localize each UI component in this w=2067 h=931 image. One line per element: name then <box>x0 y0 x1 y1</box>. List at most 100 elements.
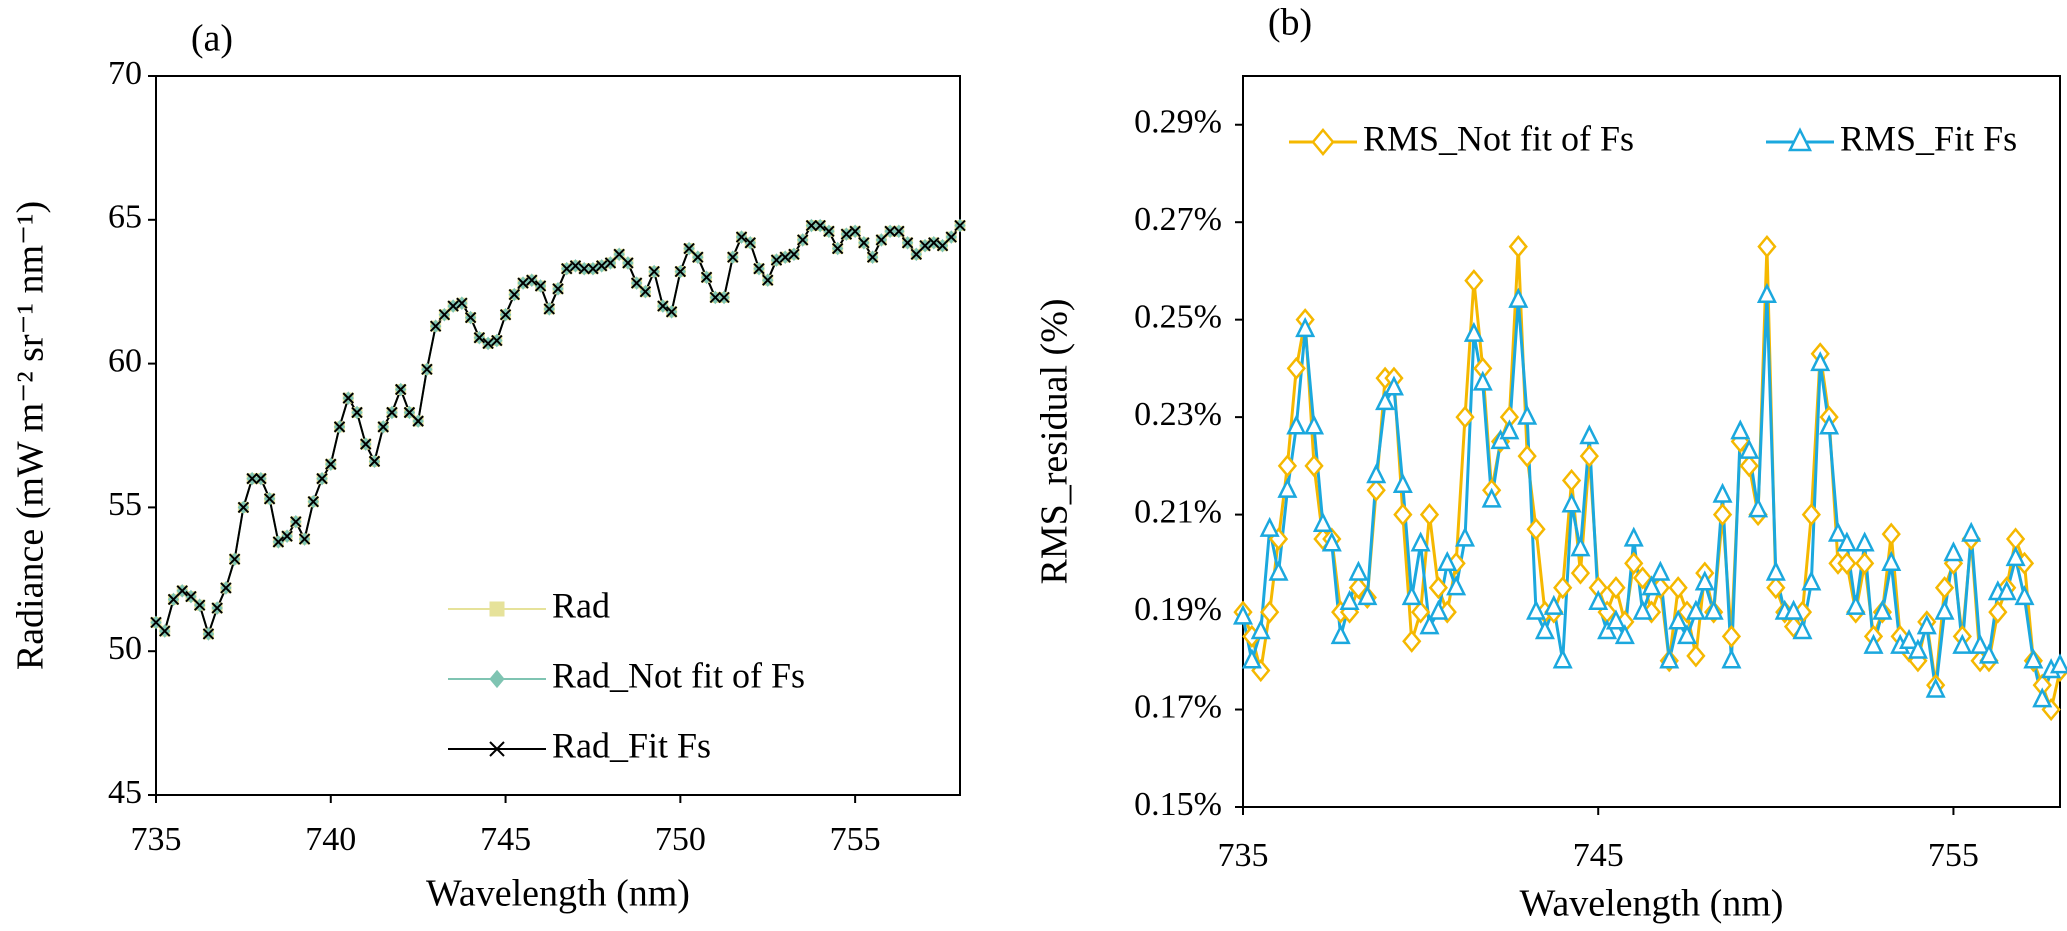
marker <box>1721 624 1742 648</box>
marker <box>482 337 494 350</box>
y-tick-label: 0.25% <box>1134 298 1222 335</box>
marker <box>255 472 267 485</box>
marker <box>298 533 311 545</box>
marker <box>1375 390 1396 411</box>
marker <box>2032 687 2053 708</box>
marker <box>1801 503 1821 527</box>
x-tick-label: 745 <box>1573 837 1624 874</box>
marker <box>1606 576 1626 600</box>
x-axis-label: Wavelength (nm) <box>426 873 690 915</box>
marker <box>1463 321 1484 342</box>
marker <box>683 242 695 255</box>
marker <box>945 231 957 243</box>
marker <box>1819 414 1840 435</box>
marker <box>919 239 931 252</box>
marker <box>1259 516 1280 537</box>
marker <box>718 291 730 304</box>
marker <box>1855 551 1875 575</box>
marker <box>1787 127 1813 152</box>
marker <box>1712 482 1733 503</box>
marker <box>1446 575 1467 596</box>
marker <box>1348 560 1369 581</box>
marker <box>1996 580 2017 601</box>
marker <box>429 320 442 332</box>
marker <box>150 616 162 629</box>
marker <box>1508 235 1528 259</box>
y-tick-label: 45 <box>108 774 142 811</box>
marker <box>272 536 285 548</box>
y-tick-label: 0.17% <box>1134 688 1222 725</box>
marker <box>1570 561 1591 585</box>
marker <box>866 251 879 263</box>
marker <box>1739 438 1760 459</box>
marker <box>622 257 634 269</box>
marker <box>1659 648 1680 669</box>
marker <box>1543 594 1564 615</box>
marker <box>1632 599 1653 620</box>
chart-title: (b) <box>1268 2 1312 44</box>
marker <box>1597 619 1618 640</box>
marker <box>613 248 625 261</box>
marker <box>1286 414 1307 435</box>
x-tick-label: 755 <box>1928 837 1979 874</box>
marker <box>1428 599 1449 620</box>
series-line <box>1241 295 2061 706</box>
marker <box>1632 566 1653 590</box>
marker <box>1579 424 1600 445</box>
plot-frame <box>1242 75 2061 808</box>
marker <box>508 288 521 301</box>
marker <box>1339 589 1360 610</box>
marker <box>1428 576 1448 600</box>
marker <box>1836 531 1857 552</box>
marker <box>2005 527 2026 551</box>
marker <box>228 553 241 565</box>
marker <box>1401 585 1422 606</box>
marker <box>1232 604 1254 625</box>
marker <box>1810 351 1831 372</box>
marker <box>823 225 835 238</box>
marker <box>438 309 451 321</box>
x-axis-label: Wavelength (nm) <box>1520 883 1784 925</box>
marker <box>193 599 206 611</box>
marker <box>700 271 713 284</box>
marker <box>1402 629 1422 653</box>
marker <box>665 306 678 318</box>
marker <box>333 421 346 433</box>
marker <box>360 438 372 450</box>
marker <box>840 228 853 240</box>
marker <box>1756 282 1777 303</box>
marker <box>770 254 783 266</box>
marker <box>394 383 407 396</box>
marker <box>1845 594 1866 615</box>
marker <box>561 262 573 275</box>
marker <box>910 248 923 261</box>
marker <box>377 421 389 433</box>
marker <box>1703 599 1724 620</box>
marker <box>1614 624 1635 645</box>
marker <box>1499 419 1520 440</box>
marker <box>290 516 302 528</box>
legend-label: Rad_Fit Fs <box>552 725 711 765</box>
marker <box>1366 463 1387 484</box>
marker <box>1304 414 1325 435</box>
marker <box>1419 614 1440 635</box>
y-axis-label: Radiance (mW m⁻² sr⁻¹ nm⁻¹) <box>10 201 52 670</box>
marker <box>1366 478 1386 502</box>
marker <box>587 262 599 275</box>
marker <box>1561 492 1582 513</box>
marker <box>1579 444 1599 468</box>
legend-label: Rad_Not fit of Fs <box>552 655 805 695</box>
x-tick-label: 735 <box>1218 837 1269 874</box>
marker <box>805 219 818 232</box>
marker <box>648 265 660 278</box>
marker <box>779 251 791 263</box>
marker <box>386 406 398 419</box>
marker <box>875 234 888 246</box>
marker <box>1739 454 1759 478</box>
marker <box>1437 550 1458 571</box>
marker <box>1295 317 1316 338</box>
marker <box>2023 648 2044 669</box>
marker <box>796 234 809 246</box>
marker <box>1899 628 1920 649</box>
x-tick-label: 755 <box>830 821 881 858</box>
